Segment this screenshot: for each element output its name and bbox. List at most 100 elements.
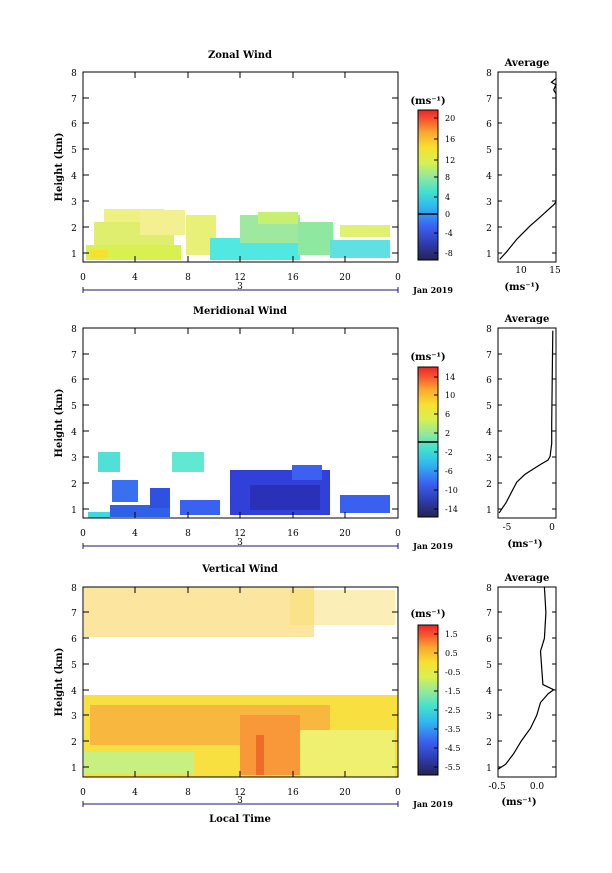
avg-y-tick-label: 5 [486, 402, 492, 412]
heat-cell [86, 245, 181, 260]
avg-y-tick-label: 4 [486, 428, 492, 438]
y-tick-label: 2 [71, 480, 77, 490]
avg-y-tick-label: 6 [486, 120, 492, 130]
heat-cell [258, 212, 298, 224]
avg-frame [497, 71, 557, 263]
avg-x-tick-label: -5 [503, 523, 512, 533]
panel-vertical-wind: Vertical Wind 1 2 3 4 5 6 7 8 Height (km… [54, 564, 557, 825]
x-tick-label: 12 [234, 788, 245, 798]
avg-y-tick-label: 4 [486, 687, 492, 697]
x-tick-label: 0 [395, 273, 401, 283]
heat-cell [150, 488, 170, 508]
colorbar-unit-label: (ms⁻¹) [410, 609, 445, 620]
colorbar-tick-label: -4 [445, 229, 453, 238]
heat-cell [84, 752, 194, 774]
avg-title: Average [504, 58, 550, 69]
colorbar-meridional [417, 366, 439, 518]
colorbar-tick-label: 10 [445, 391, 455, 400]
colorbar-tick-label: 20 [445, 114, 455, 123]
avg-x-tick-label: 10 [515, 266, 527, 276]
avg-frame [497, 327, 557, 519]
day-bar-line [82, 543, 399, 549]
colorbar-tick-label: -2 [445, 448, 453, 457]
x-tick-label: 4 [132, 529, 138, 539]
avg-y-tick-label: 4 [486, 172, 492, 182]
colorbar-unit-label: (ms⁻¹) [410, 352, 445, 363]
colorbar-tick-label: 0 [445, 210, 450, 219]
day-label: 3 [237, 282, 243, 292]
avg-y-tick-label: 1 [486, 764, 492, 774]
tick-path [82, 72, 399, 262]
x-tick-label: 4 [132, 273, 138, 283]
day-bar-line [82, 801, 399, 807]
date-label: Jan 2019 [412, 541, 453, 551]
avg-profile-zonal [497, 71, 557, 263]
colorbar-tick-label: -0.5 [445, 668, 460, 677]
heatmap-meridional-field [88, 452, 390, 518]
avg-profile-line [499, 77, 557, 260]
panel-title: Vertical Wind [201, 564, 278, 575]
avg-y-tick-label: 3 [486, 712, 492, 722]
y-tick-label: 2 [71, 738, 77, 748]
heat-cell [290, 590, 395, 625]
colorbar-ticks [434, 376, 438, 510]
day-bar [82, 543, 399, 549]
y-tick-label: 3 [71, 454, 77, 464]
heat-cell [330, 240, 390, 258]
y-axis-label: Height (km) [54, 389, 65, 458]
x-tick-label: 20 [339, 273, 351, 283]
colorbar-tick-label: -1.5 [445, 687, 460, 696]
avg-y-tick-label: 1 [486, 506, 492, 516]
colorbar-vertical [417, 624, 439, 776]
avg-y-tick-label: 1 [486, 250, 492, 260]
y-tick-label: 7 [71, 95, 77, 105]
avg-y-ticks [498, 327, 556, 510]
x-tick-label: 16 [287, 529, 299, 539]
y-tick-label: 7 [71, 609, 77, 619]
colorbar-tick-label: -6 [445, 467, 453, 476]
y-tick-label: 1 [71, 250, 77, 260]
colorbar-tick-label: -10 [445, 486, 458, 495]
x-tick-label: 4 [132, 788, 138, 798]
tick-path [82, 587, 399, 777]
avg-x-tick-label: 0.0 [530, 782, 545, 792]
x-tick-label: 20 [339, 529, 351, 539]
y-tick-label: 3 [71, 198, 77, 208]
avg-x-label: (ms⁻¹) [507, 539, 542, 550]
day-label: 3 [237, 796, 243, 806]
colorbar-tick-label: 2 [445, 429, 450, 438]
y-axis-label: Height (km) [54, 133, 65, 202]
colorbar-tick-label: 16 [445, 135, 455, 144]
x-tick-label: 0 [395, 529, 401, 539]
y-tick-label: 4 [71, 428, 77, 438]
heat-cell [256, 735, 264, 775]
avg-x-tick-label: 15 [549, 266, 561, 276]
avg-x-tick-label: 0 [549, 523, 555, 533]
date-label: Jan 2019 [412, 799, 453, 809]
heat-cell [172, 452, 204, 472]
y-tick-marks [83, 327, 398, 510]
y-tick-label: 5 [71, 402, 77, 412]
colorbar-zonal [417, 109, 439, 261]
y-tick-label: 8 [71, 325, 77, 335]
x-tick-label: 8 [185, 273, 191, 283]
heat-cell [84, 587, 314, 637]
y-tick-label: 6 [71, 376, 77, 386]
heat-cell [340, 495, 390, 513]
tick-path [83, 586, 398, 768]
x-tick-marks [82, 72, 399, 262]
x-tick-marks [82, 587, 399, 777]
avg-y-tick-label: 7 [486, 95, 492, 105]
x-tick-label: 0 [80, 273, 86, 283]
y-tick-label: 5 [71, 146, 77, 156]
x-tick-label: 8 [185, 788, 191, 798]
avg-y-tick-label: 7 [486, 609, 492, 619]
avg-x-label: (ms⁻¹) [501, 797, 536, 808]
y-tick-label: 4 [71, 687, 77, 697]
x-axis-label: Local Time [209, 814, 271, 825]
colorbar-unit-label: (ms⁻¹) [410, 96, 445, 107]
colorbar-tick-label: 8 [445, 173, 450, 182]
heatmap-zonal-field [86, 209, 390, 260]
heat-cell [210, 238, 300, 260]
heat-cell [298, 222, 333, 255]
